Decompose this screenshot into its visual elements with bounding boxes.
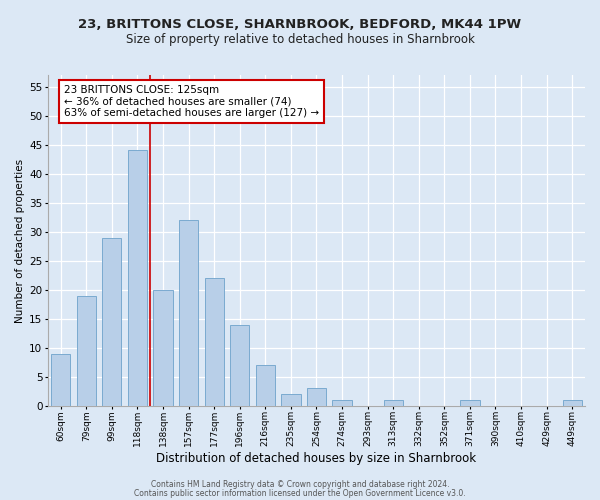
Text: Contains public sector information licensed under the Open Government Licence v3: Contains public sector information licen… bbox=[134, 489, 466, 498]
X-axis label: Distribution of detached houses by size in Sharnbrook: Distribution of detached houses by size … bbox=[157, 452, 476, 465]
Bar bbox=[205, 278, 224, 406]
Text: Contains HM Land Registry data © Crown copyright and database right 2024.: Contains HM Land Registry data © Crown c… bbox=[151, 480, 449, 489]
Text: 23, BRITTONS CLOSE, SHARNBROOK, BEDFORD, MK44 1PW: 23, BRITTONS CLOSE, SHARNBROOK, BEDFORD,… bbox=[79, 18, 521, 30]
Bar bbox=[103, 238, 121, 406]
Bar bbox=[230, 324, 250, 406]
Bar bbox=[154, 290, 173, 406]
Bar bbox=[281, 394, 301, 406]
Bar bbox=[179, 220, 198, 406]
Text: Size of property relative to detached houses in Sharnbrook: Size of property relative to detached ho… bbox=[125, 32, 475, 46]
Bar bbox=[563, 400, 582, 406]
Bar bbox=[51, 354, 70, 406]
Bar bbox=[307, 388, 326, 406]
Bar bbox=[256, 366, 275, 406]
Bar bbox=[383, 400, 403, 406]
Text: 23 BRITTONS CLOSE: 125sqm
← 36% of detached houses are smaller (74)
63% of semi-: 23 BRITTONS CLOSE: 125sqm ← 36% of detac… bbox=[64, 85, 319, 118]
Bar bbox=[77, 296, 96, 406]
Bar bbox=[460, 400, 479, 406]
Y-axis label: Number of detached properties: Number of detached properties bbox=[15, 158, 25, 322]
Bar bbox=[128, 150, 147, 406]
Bar bbox=[332, 400, 352, 406]
